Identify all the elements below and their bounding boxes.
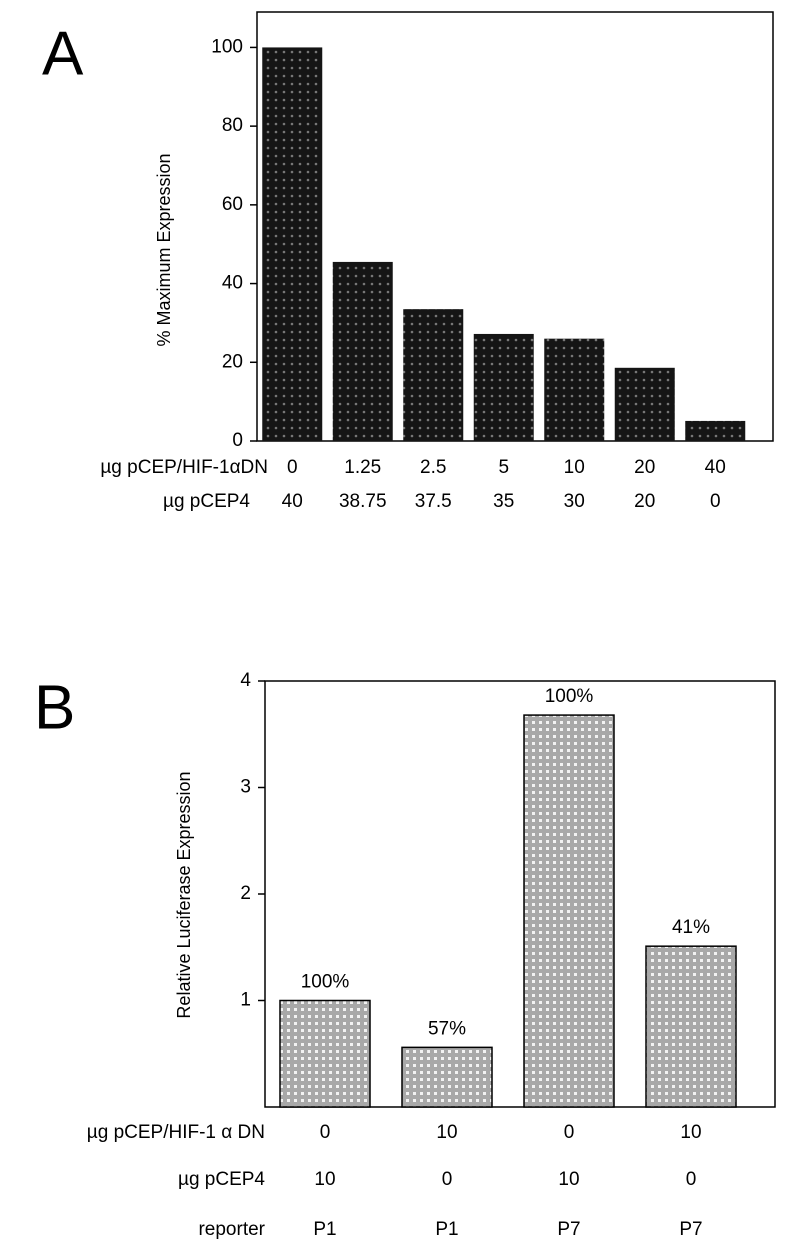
category-label: 10 (680, 1122, 701, 1143)
bar (473, 333, 534, 441)
row-label: reporter (198, 1219, 265, 1240)
bar (523, 714, 615, 1108)
category-label: 35 (493, 491, 514, 512)
y-tick-label: 100 (211, 36, 243, 57)
category-label: 20 (634, 491, 655, 512)
category-label: 40 (705, 457, 726, 478)
bar (645, 945, 737, 1108)
category-label: P7 (557, 1219, 580, 1240)
bar (544, 338, 605, 441)
row-label: µg pCEP4 (163, 491, 250, 512)
y-tick-label: 1 (240, 990, 251, 1011)
category-label: 38.75 (339, 491, 387, 512)
category-label: P1 (435, 1219, 458, 1240)
row-label: µg pCEP/HIF-1 α DN (87, 1122, 265, 1143)
category-label: 10 (564, 457, 585, 478)
y-tick-label: 3 (240, 777, 251, 798)
category-label: 1.25 (344, 457, 381, 478)
y-tick-label: 60 (222, 194, 243, 215)
category-label: 5 (498, 457, 509, 478)
category-label: 0 (710, 491, 721, 512)
y-tick-label: 80 (222, 115, 243, 136)
y-tick-label: 20 (222, 351, 243, 372)
category-label: 10 (436, 1122, 457, 1143)
category-label: 20 (634, 457, 655, 478)
y-tick-label: 40 (222, 273, 243, 294)
bar (332, 261, 393, 441)
category-label: 37.5 (415, 491, 452, 512)
bar (403, 309, 464, 441)
category-label: 30 (564, 491, 585, 512)
y-tick-label: 4 (240, 670, 251, 691)
bar-annotation: 41% (672, 917, 710, 938)
bar-annotation: 100% (301, 972, 350, 993)
category-label: P7 (679, 1219, 702, 1240)
category-label: 0 (287, 457, 298, 478)
row-label: µg pCEP/HIF-1αDN (100, 457, 268, 478)
bar (401, 1046, 493, 1108)
bar (279, 999, 371, 1108)
y-tick-label: 0 (232, 430, 243, 451)
bar (685, 420, 746, 441)
category-label: 0 (564, 1122, 575, 1143)
panel-letter: B (34, 673, 75, 742)
bar (614, 367, 675, 441)
category-label: 10 (558, 1169, 579, 1190)
category-label: 40 (282, 491, 303, 512)
category-label: P1 (313, 1219, 336, 1240)
category-label: 10 (314, 1169, 335, 1190)
category-label: 0 (320, 1122, 331, 1143)
bar-annotation: 57% (428, 1018, 466, 1039)
row-label: µg pCEP4 (178, 1169, 265, 1190)
panel-letter: A (42, 19, 84, 88)
bar-annotation: 100% (545, 686, 594, 707)
category-label: 0 (442, 1169, 453, 1190)
category-label: 0 (686, 1169, 697, 1190)
y-axis-label: Relative Luciferase Expression (174, 771, 194, 1018)
y-axis-label: % Maximum Expression (154, 153, 174, 346)
bar (262, 47, 323, 441)
category-label: 2.5 (420, 457, 446, 478)
y-tick-label: 2 (240, 883, 251, 904)
